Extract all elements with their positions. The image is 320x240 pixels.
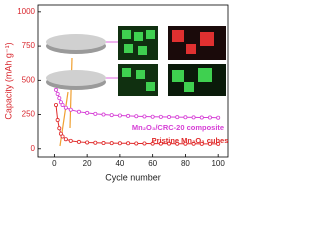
y-tick-label: 500 <box>22 75 36 84</box>
data-point <box>175 141 180 146</box>
plot-frame <box>37 4 229 158</box>
data-point <box>216 141 221 146</box>
data-point <box>216 115 221 120</box>
y-tick-label: 0 <box>31 144 36 153</box>
data-point <box>60 102 65 107</box>
data-point <box>57 126 62 131</box>
data-point <box>63 137 68 142</box>
y-tick-label: 1000 <box>17 7 35 16</box>
data-point <box>55 118 60 123</box>
y-axis-label: Capacity (mAh g⁻¹) <box>3 42 13 119</box>
data-point <box>175 115 180 120</box>
data-point <box>68 107 73 112</box>
x-axis-label: Cycle number <box>105 172 161 182</box>
data-point <box>142 141 147 146</box>
data-point <box>150 141 155 146</box>
chart: Cycle number Capacity (mAh g⁻¹) 0 250 500 7… <box>3 4 229 182</box>
data-point <box>76 139 81 144</box>
data-point <box>54 87 59 92</box>
data-point <box>191 141 196 146</box>
data-point <box>134 141 139 146</box>
inset-illustrations <box>46 26 226 147</box>
data-point <box>76 109 81 114</box>
data-point <box>117 113 122 118</box>
data-point <box>85 140 90 145</box>
x-tick-label: 20 <box>83 159 92 168</box>
data-point <box>207 141 212 146</box>
data-point <box>85 110 90 115</box>
data-point <box>101 141 106 146</box>
data-point <box>54 102 59 107</box>
disk <box>46 70 106 86</box>
data-point <box>109 113 114 118</box>
x-tick-label: 80 <box>181 159 190 168</box>
series-label: Mn₂O₃/CRC-20 composite <box>132 123 224 132</box>
data-point <box>117 141 122 146</box>
data-point <box>207 115 212 120</box>
data-point <box>101 112 106 117</box>
data-point <box>150 114 155 119</box>
data-point <box>158 141 163 146</box>
data-point <box>142 114 147 119</box>
data-point <box>55 92 60 97</box>
y-tick-label: 750 <box>22 41 36 50</box>
cubes <box>172 30 214 54</box>
data-point <box>57 96 62 101</box>
data-point <box>191 115 196 120</box>
data-point <box>167 115 172 120</box>
disk <box>46 34 106 50</box>
data-point <box>68 138 73 143</box>
data-point <box>126 141 131 146</box>
data-point <box>167 141 172 146</box>
series-label: Pristine Mn₂O₃ cubes <box>152 136 229 145</box>
cubes <box>122 30 212 92</box>
data-point <box>93 140 98 145</box>
data-point <box>60 134 65 139</box>
data-point <box>93 111 98 116</box>
y-tick-label: 250 <box>22 110 36 119</box>
x-tick-label: 60 <box>148 159 157 168</box>
data-point <box>134 114 139 119</box>
data-point <box>63 105 68 110</box>
x-tick-label: 0 <box>52 159 57 168</box>
x-tick-label: 100 <box>211 159 225 168</box>
data-point <box>126 113 131 118</box>
data-point <box>109 141 114 146</box>
data-point <box>183 115 188 120</box>
data-point <box>199 115 204 120</box>
data-point <box>183 141 188 146</box>
x-tick-label: 40 <box>115 159 124 168</box>
data-point <box>158 114 163 119</box>
data-point <box>199 141 204 146</box>
arrow <box>69 57 73 129</box>
